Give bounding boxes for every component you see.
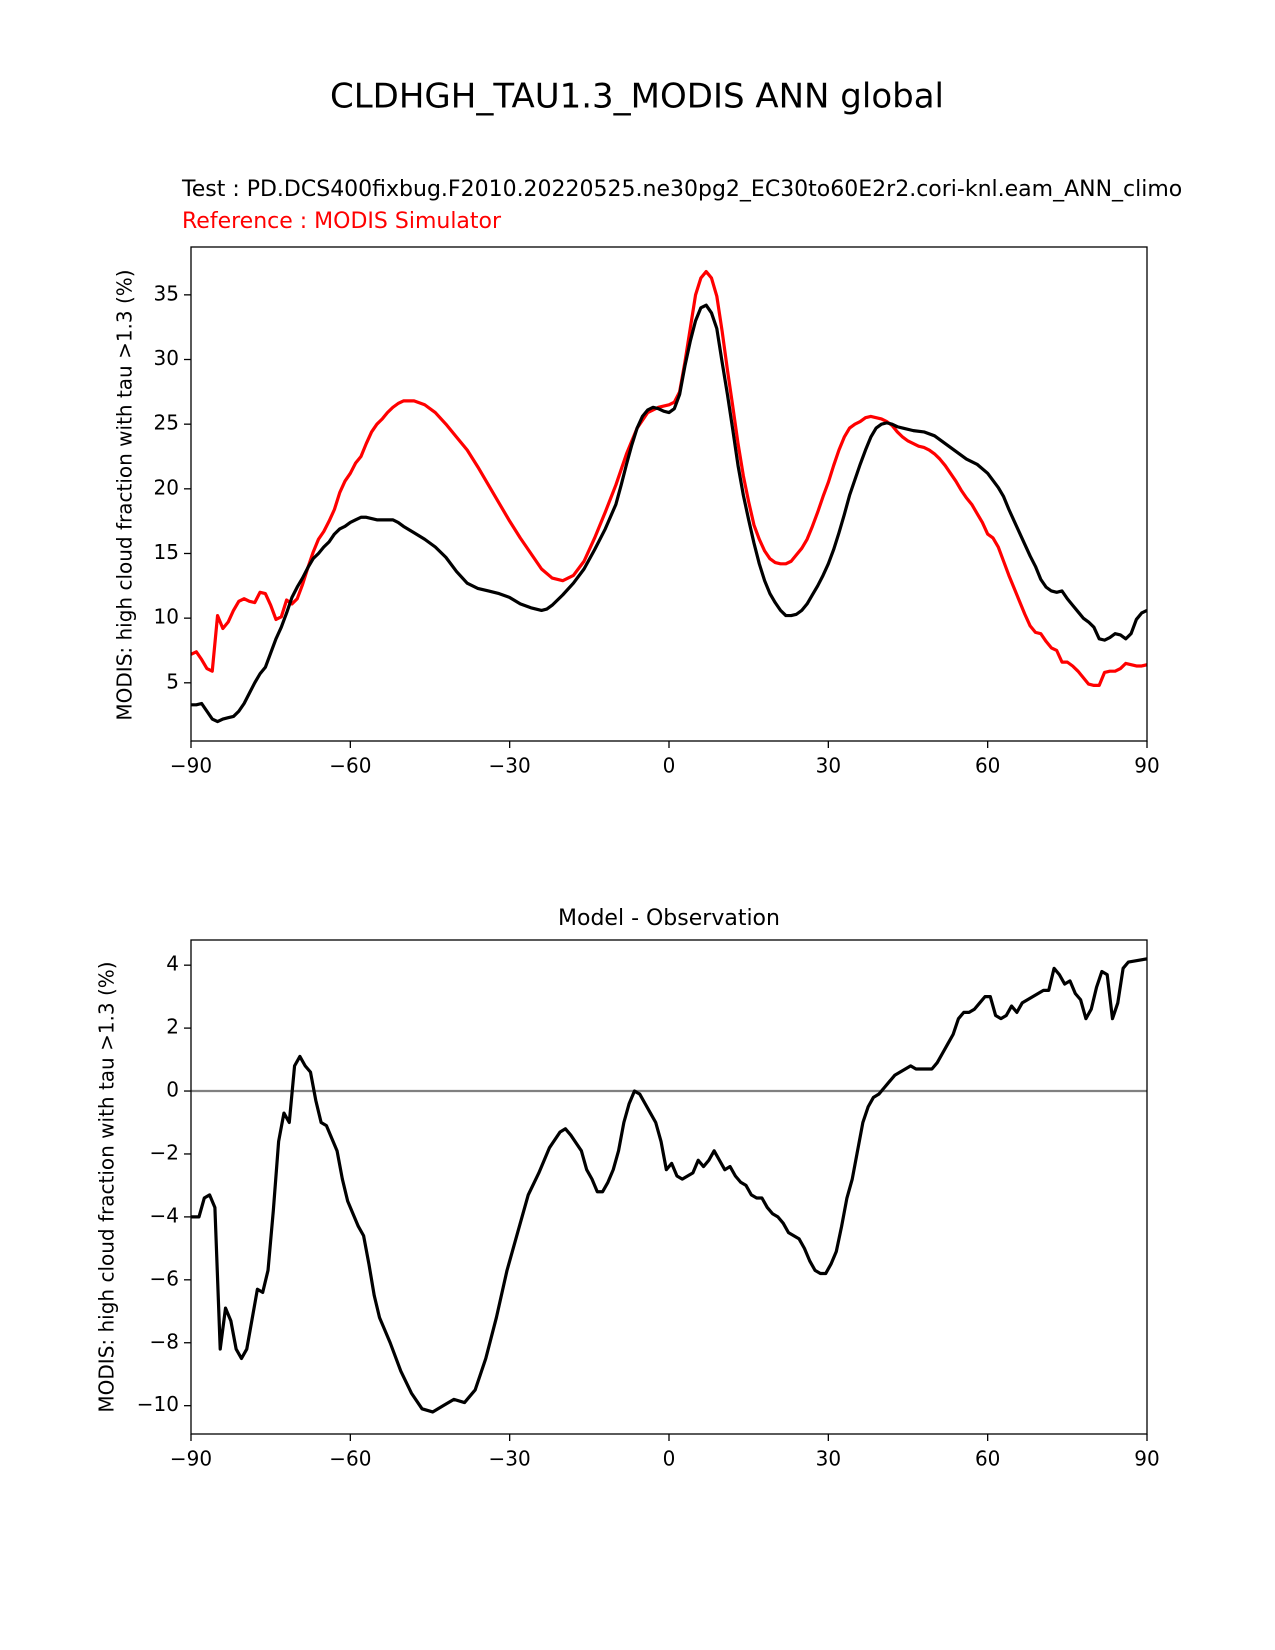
top-y-tick-label: 25	[154, 411, 179, 435]
top-x-tick-label: −90	[170, 754, 212, 778]
bottom-y-tick-label: 4	[166, 952, 179, 976]
bottom-x-tick-label: 0	[663, 1447, 676, 1471]
top-panel: Test : PD.DCS400fixbug.F2010.20220525.ne…	[113, 177, 1183, 778]
bottom-x-tick-label: −60	[329, 1447, 371, 1471]
suptitle: CLDHGH_TAU1.3_MODIS ANN global	[330, 77, 944, 117]
top-y-tick-label: 5	[166, 669, 179, 693]
bottom-y-tick-label: −2	[150, 1140, 179, 1164]
top-series-reference	[191, 269, 1147, 687]
bottom-x-tick-label: 90	[1134, 1447, 1159, 1471]
bottom-y-tick-label: −10	[137, 1392, 179, 1416]
bottom-y-tick-label: −8	[150, 1329, 179, 1353]
top-series-test	[191, 303, 1147, 724]
bottom-x-tick-label: 60	[975, 1447, 1000, 1471]
top-test-title: Test : PD.DCS400fixbug.F2010.20220525.ne…	[181, 177, 1182, 202]
bottom-plot-area: −90 −60 −30 0 30 60 90 −10 −8 −6 −4 −2 0 2 4	[137, 939, 1160, 1471]
bottom-y-tick-label: 0	[166, 1078, 179, 1102]
top-y-axis-label: MODIS: high cloud fraction with tau >1.3…	[113, 269, 137, 720]
top-x-tick-label: −60	[329, 754, 371, 778]
top-reference-title: Reference : MODIS Simulator	[182, 209, 502, 234]
top-x-tick-label: −30	[489, 754, 531, 778]
top-x-tick-label: 60	[975, 754, 1000, 778]
bottom-series-difference	[191, 957, 1147, 1414]
top-x-tick-label: 30	[816, 754, 841, 778]
top-x-tick-label: 90	[1134, 754, 1159, 778]
top-plot-area: −90 −60 −30 0 30 60 90 5 10 15 20 25 30 35	[154, 246, 1160, 778]
top-x-tick-label: 0	[663, 754, 676, 778]
bottom-y-tick-label: −6	[150, 1266, 179, 1290]
top-y-tick-label: 15	[154, 540, 179, 564]
top-y-tick-label: 30	[154, 346, 179, 370]
top-y-tick-label: 35	[154, 281, 179, 305]
bottom-panel: Model - Observation −90 −60 −30 0 30 60 90−10−…	[95, 906, 1160, 1471]
bottom-y-axis-label: MODIS: high cloud fraction with tau >1.3…	[95, 961, 119, 1412]
top-y-tick-label: 20	[154, 475, 179, 499]
top-y-tick-label: 10	[154, 605, 179, 629]
bottom-title: Model - Observation	[558, 906, 780, 931]
bottom-x-tick-label: −30	[489, 1447, 531, 1471]
bottom-y-tick-label: −4	[150, 1203, 179, 1227]
bottom-x-tick-label: −90	[170, 1447, 212, 1471]
bottom-x-tick-label: 30	[816, 1447, 841, 1471]
bottom-y-tick-label: 2	[166, 1015, 179, 1039]
